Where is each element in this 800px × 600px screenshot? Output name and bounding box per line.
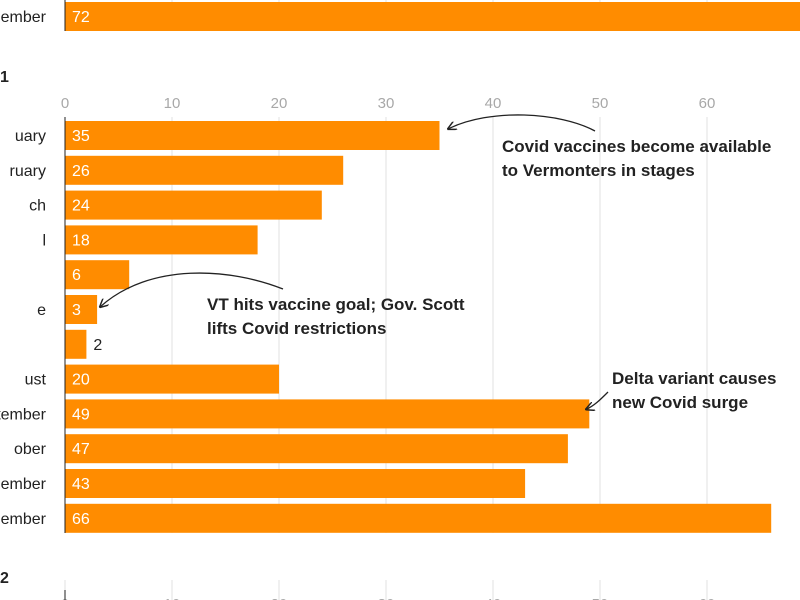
x-tick-label: 50 [592, 95, 609, 112]
category-label: ember [1, 476, 47, 493]
year-label-next: 2 [0, 570, 9, 587]
category-label: l [42, 232, 46, 249]
bar [65, 503, 772, 533]
bar [65, 260, 130, 290]
bar-value-label: 24 [72, 198, 90, 215]
bar [65, 399, 590, 429]
x-tick-label-next: 30 [378, 596, 395, 600]
bar-value-label: 47 [72, 441, 90, 458]
bar [65, 295, 98, 324]
year-label: 1 [0, 69, 9, 86]
annotation-text: Covid vaccines become available [502, 137, 771, 156]
x-tick-label: 40 [485, 95, 502, 112]
annotation-text: VT hits vaccine goal; Gov. Scott [207, 295, 465, 314]
x-tick-label-next: 20 [271, 596, 288, 600]
category-label: ober [14, 441, 47, 458]
x-tick-label: 30 [378, 95, 395, 112]
category-label: tember [0, 406, 47, 423]
category-label: ruary [10, 163, 46, 180]
x-tick-label-next: 10 [164, 596, 181, 600]
category-label: ust [25, 372, 47, 389]
x-tick-label-next: 50 [592, 596, 609, 600]
x-tick-label: 10 [164, 95, 181, 112]
bar [65, 329, 87, 359]
x-tick-label: 20 [271, 95, 288, 112]
category-label-top: ember [1, 9, 47, 26]
bar-top-0 [65, 2, 800, 31]
bar-top-value-label: 72 [72, 9, 90, 26]
bar-value-label: 35 [72, 128, 90, 145]
bar [65, 190, 322, 220]
x-tick-label-next: 40 [485, 596, 502, 600]
bar-value-label: 2 [93, 337, 102, 354]
annotation-arrow [586, 391, 609, 409]
annotation-text: lifts Covid restrictions [207, 319, 386, 338]
annotation-text: new Covid surge [612, 393, 748, 412]
x-tick-label: 0 [61, 95, 69, 112]
category-label: uary [15, 128, 46, 145]
annotation-text: to Vermonters in stages [502, 161, 695, 180]
bar-value-label: 49 [72, 406, 90, 423]
annotation-text: Delta variant causes [612, 369, 776, 388]
category-label: ch [29, 198, 46, 215]
bar-value-label: 6 [72, 267, 81, 284]
x-tick-label-next: 60 [699, 596, 716, 600]
bar [65, 434, 568, 464]
bar-value-label: 66 [72, 511, 90, 528]
bar [65, 364, 279, 394]
bar-value-label: 20 [72, 372, 90, 389]
annotation-arrow [100, 272, 284, 307]
bar [65, 121, 440, 150]
bar [65, 155, 344, 185]
bar [65, 225, 258, 255]
bar-value-label: 26 [72, 163, 90, 180]
annotation-arrow [448, 114, 596, 132]
category-label: e [37, 302, 46, 319]
bar-value-label: 18 [72, 232, 90, 249]
bar-value-label: 43 [72, 476, 90, 493]
category-label: ember [1, 511, 47, 528]
bar [65, 469, 526, 498]
bar-value-label: 3 [72, 302, 81, 319]
x-tick-label: 60 [699, 95, 716, 112]
